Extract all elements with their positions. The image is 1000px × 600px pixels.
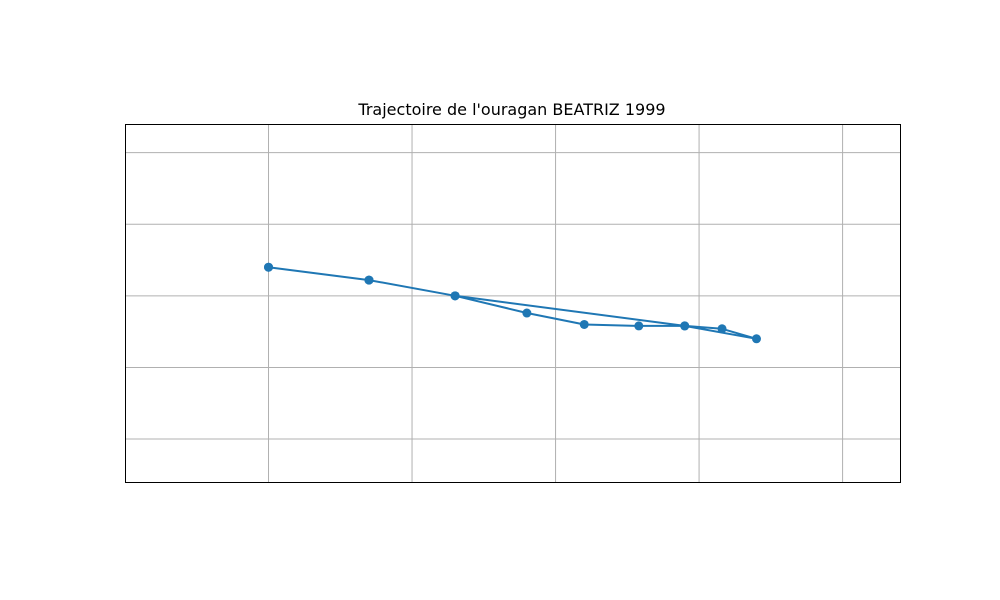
track-point (634, 321, 644, 331)
series-group (264, 262, 761, 344)
track-point (450, 291, 460, 301)
track-point (579, 319, 589, 329)
plot-frame (125, 124, 901, 483)
track-point (364, 275, 374, 285)
track-point (522, 308, 532, 318)
chart-title: Trajectoire de l'ouragan BEATRIZ 1999 (357, 100, 665, 119)
track-point (264, 262, 274, 272)
track-point (680, 321, 690, 331)
gridlines (125, 124, 900, 482)
track-point (717, 324, 727, 334)
track-point (751, 334, 761, 344)
